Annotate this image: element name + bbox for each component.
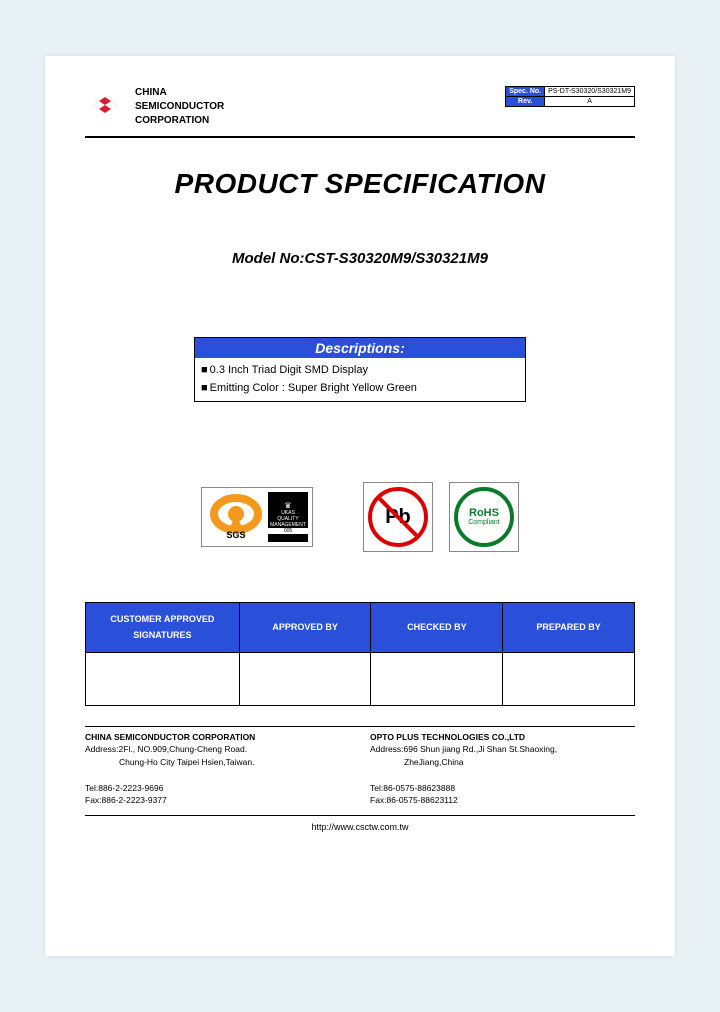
- spec-rev-table: Spec. No. PS-DT-S30320/S30321M9 Rev. A: [505, 86, 635, 107]
- rev-value: A: [545, 97, 635, 107]
- header-divider: [85, 136, 635, 138]
- company1-address: Address:2Fl., NO.909,Chung-Cheng Road.: [85, 743, 350, 756]
- company-line2: SEMICONDUCTOR: [135, 100, 224, 114]
- model-value: CST-S30320M9/S30321M9: [305, 250, 488, 267]
- approval-col-header: CHECKED BY: [371, 603, 503, 652]
- rev-label: Rev.: [506, 97, 545, 107]
- approval-signatures-table: CUSTOMER APPROVED SIGNATURES APPROVED BY…: [85, 602, 635, 705]
- document-page: CHINA SEMICONDUCTOR CORPORATION Spec. No…: [45, 56, 675, 956]
- header-row: CHINA SEMICONDUCTOR CORPORATION Spec. No…: [85, 86, 635, 128]
- footer-divider: [85, 726, 635, 727]
- main-title: PRODUCT SPECIFICATION: [85, 168, 635, 200]
- company2-address2: ZheJiang,China: [370, 756, 635, 769]
- footer-divider-2: [85, 815, 635, 816]
- approval-col-header: PREPARED BY: [503, 603, 635, 652]
- company-name: CHINA SEMICONDUCTOR CORPORATION: [135, 86, 224, 128]
- rohs-line1: RoHS: [469, 507, 499, 519]
- footer-company-1: CHINA SEMICONDUCTOR CORPORATION Address:…: [85, 731, 350, 808]
- company1-fax: Fax:886-2-2223-9377: [85, 794, 350, 807]
- model-number: Model No:CST-S30320M9/S30321M9: [85, 250, 635, 267]
- ukas-num: 005: [268, 528, 308, 534]
- model-label: Model No:: [232, 250, 305, 267]
- sgs-badge-icon: SGS: [206, 492, 266, 542]
- logo-block: CHINA SEMICONDUCTOR CORPORATION: [85, 86, 224, 128]
- pb-free-icon: Pb: [368, 487, 428, 547]
- company1-tel: Tel:886-2-2223-9696: [85, 782, 350, 795]
- rohs-cert: RoHS Compliant: [449, 482, 519, 552]
- footer-url: http://www.csctw.com.tw: [85, 822, 635, 832]
- company1-address2: Chung-Ho City Taipei Hsien,Taiwan.: [85, 756, 350, 769]
- ukas-badge-icon: ♛ UKAS QUALITY MANAGEMENT 005: [268, 492, 308, 542]
- descriptions-header: Descriptions:: [195, 338, 525, 358]
- approval-col-header: APPROVED BY: [239, 603, 371, 652]
- footer-company-2: OPTO PLUS TECHNOLOGIES CO.,LTD Address:6…: [370, 731, 635, 808]
- rohs-icon: RoHS Compliant: [454, 487, 514, 547]
- description-item: Emitting Color : Super Bright Yellow Gre…: [201, 380, 519, 398]
- company-line1: CHINA: [135, 86, 224, 100]
- company2-fax: Fax:86-0575-88623112: [370, 794, 635, 807]
- approval-cell: [371, 652, 503, 705]
- descriptions-body: 0.3 Inch Triad Digit SMD Display Emittin…: [195, 358, 525, 401]
- descriptions-box: Descriptions: 0.3 Inch Triad Digit SMD D…: [194, 337, 526, 402]
- description-item: 0.3 Inch Triad Digit SMD Display: [201, 362, 519, 380]
- pb-text: Pb: [385, 506, 411, 529]
- approval-col-header: CUSTOMER APPROVED SIGNATURES: [86, 603, 240, 652]
- footer-companies: CHINA SEMICONDUCTOR CORPORATION Address:…: [85, 731, 635, 808]
- approval-cell: [239, 652, 371, 705]
- approval-cell: [503, 652, 635, 705]
- company-logo-icon: [85, 92, 125, 122]
- company2-name: OPTO PLUS TECHNOLOGIES CO.,LTD: [370, 731, 635, 744]
- company1-name: CHINA SEMICONDUCTOR CORPORATION: [85, 731, 350, 744]
- sgs-ukas-cert: SGS ♛ UKAS QUALITY MANAGEMENT 005: [201, 487, 313, 547]
- spec-no-value: PS-DT-S30320/S30321M9: [545, 87, 635, 97]
- pb-free-cert: Pb: [363, 482, 433, 552]
- sgs-label: SGS: [226, 530, 245, 540]
- rohs-line2: Compliant: [468, 519, 500, 527]
- company2-tel: Tel:86-0575-88623888: [370, 782, 635, 795]
- certifications-row: SGS ♛ UKAS QUALITY MANAGEMENT 005 Pb RoH…: [85, 482, 635, 552]
- approval-cell: [86, 652, 240, 705]
- spec-no-label: Spec. No.: [506, 87, 545, 97]
- company-line3: CORPORATION: [135, 114, 224, 128]
- company2-address: Address:696 Shun jiang Rd.,Ji Shan St.Sh…: [370, 743, 635, 756]
